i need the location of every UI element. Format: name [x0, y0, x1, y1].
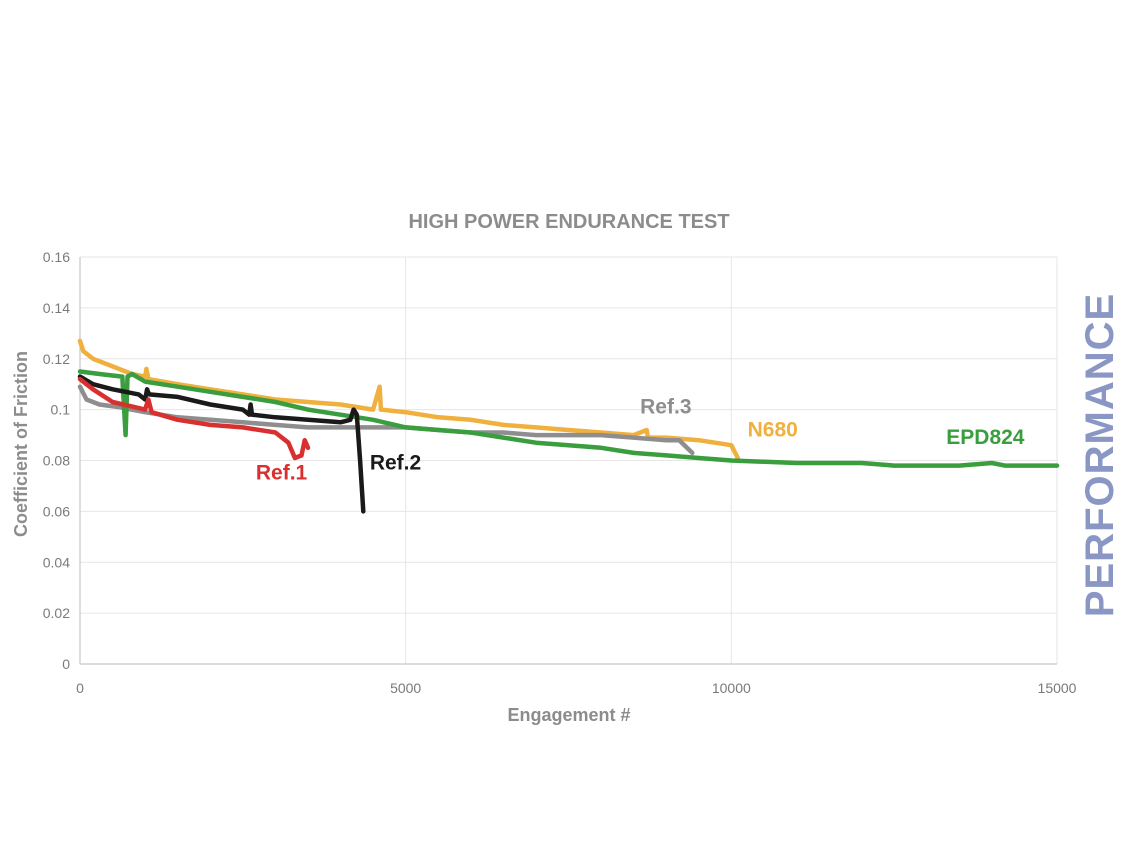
y-tick-labels: 0 0.02 0.04 0.06 0.08 0.1 0.12 0.14 0.16 [43, 249, 70, 672]
y-tick-label: 0.06 [43, 503, 70, 519]
y-tick-label: 0.08 [43, 453, 70, 469]
chart-title: HIGH POWER ENDURANCE TEST [408, 211, 729, 233]
performance-side-label: PERFORMANCE [1078, 293, 1122, 617]
y-tick-label: 0 [62, 656, 70, 672]
y-tick-label: 0.12 [43, 351, 70, 367]
y-tick-label: 0.16 [43, 249, 70, 265]
series-line-n680 [77, 338, 741, 461]
grid-lines [80, 256, 1058, 664]
series-line-ref-1 [77, 376, 311, 461]
y-tick-label: 0.1 [51, 402, 71, 418]
series-labels: Ref.1 Ref.2 Ref.3 N680 EPD824 [256, 395, 1025, 484]
x-axis-label: Engagement # [507, 705, 630, 725]
series-label-n680: N680 [748, 418, 798, 441]
y-axis-label: Coefficient of Friction [11, 351, 31, 537]
series-line-epd824 [77, 369, 1060, 468]
x-tick-label: 5000 [390, 680, 421, 696]
axes [79, 257, 1057, 665]
series-label-ref-3: Ref.3 [640, 395, 691, 418]
series-label-epd824: EPD824 [946, 426, 1025, 449]
series-line-ref-3 [77, 384, 695, 456]
x-tick-label: 10000 [712, 680, 751, 696]
x-tick-label: 0 [76, 680, 84, 696]
y-tick-label: 0.14 [43, 300, 70, 316]
series-label-ref-1: Ref.1 [256, 462, 308, 485]
y-tick-label: 0.04 [43, 554, 70, 570]
series-label-ref-2: Ref.2 [370, 451, 421, 474]
x-tick-labels: 0 5000 10000 15000 [76, 680, 1077, 696]
y-tick-label: 0.02 [43, 605, 70, 621]
x-tick-label: 15000 [1038, 680, 1077, 696]
series-line-ref-2 [77, 374, 366, 514]
series-lines [77, 338, 1060, 514]
